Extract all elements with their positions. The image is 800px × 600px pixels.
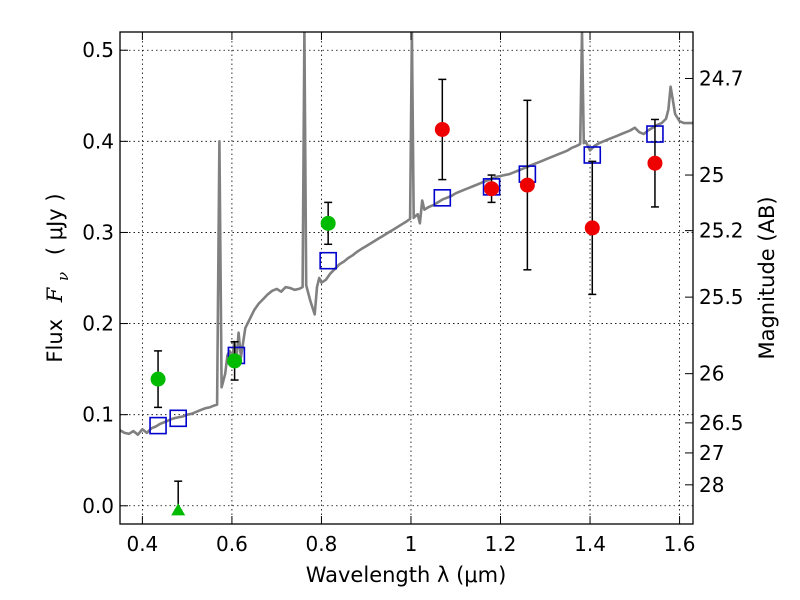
y-tick-label: 0.4 [82, 129, 114, 153]
photometry-point [519, 177, 535, 193]
upper-limit-triangle [171, 503, 186, 516]
x-tick-label: 1.4 [574, 532, 606, 556]
magnitude-tick-label: 25.2 [699, 219, 744, 243]
spectrum-line [120, 32, 693, 436]
plot-frame [119, 31, 694, 525]
y-axis-label-unit: ( μJy ) [43, 193, 67, 255]
magnitude-tick-label: 25.5 [699, 285, 744, 309]
photometry-point [647, 155, 663, 171]
y-axis-label-symbol: F [43, 286, 67, 303]
y-tick-label: 0.3 [82, 220, 114, 244]
magnitude-tick-label: 25 [699, 163, 724, 187]
x-tick-label: 0.6 [216, 532, 248, 556]
photometry-point [150, 371, 166, 387]
model-square-marker [149, 416, 167, 435]
photometry-point [320, 215, 336, 231]
x-tick-label: 1.2 [485, 532, 517, 556]
y-axis-label-sub: ν [54, 272, 72, 281]
magnitude-tick-label: 26 [699, 362, 724, 386]
magnitude-tick-label: 26.5 [699, 411, 744, 435]
data-layer [120, 32, 693, 436]
magnitude-tick-label: 28 [699, 473, 724, 497]
model-square-marker [169, 409, 187, 428]
model-square-marker [319, 251, 337, 270]
magnitude-tick-label: 24.7 [699, 66, 744, 90]
y-tick-label: 0.2 [82, 312, 114, 336]
x-tick-label: 0.4 [126, 532, 158, 556]
x-axis-label: Wavelength λ (μm) [306, 563, 507, 587]
model-square-marker [433, 189, 452, 207]
marker-layer [149, 78, 664, 516]
photometry-point [227, 353, 243, 369]
photometry-point [584, 220, 600, 236]
right-axis-label: Magnitude (AB) [755, 196, 779, 359]
y-axis-label-text: Flux [43, 319, 67, 363]
tick-layer: 0.4 0.6 0.8 1 1.2 1.4 1.6 0.0 0.1 0.2 0.3 0.4 0.5 24.… [82, 32, 744, 556]
x-tick-label: 0.8 [306, 532, 338, 556]
magnitude-tick-label: 27 [699, 441, 724, 465]
photometry-point [434, 121, 450, 137]
y-tick-label: 0.5 [82, 38, 114, 62]
x-tick-label: 1.6 [664, 532, 696, 556]
x-tick-label: 1 [405, 532, 418, 556]
y-tick-label: 0.1 [82, 403, 114, 427]
y-tick-label: 0.0 [82, 494, 114, 518]
y-axis-label: Flux F ν ( μJy ) [43, 193, 73, 362]
photometry-point [484, 181, 500, 197]
